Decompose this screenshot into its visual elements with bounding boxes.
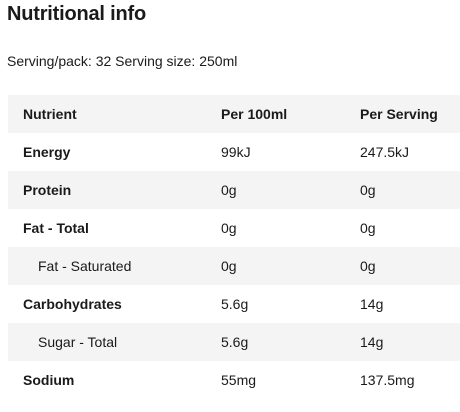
nutrient-name: Carbohydrates	[23, 296, 122, 312]
nutrient-name: Sugar - Total	[38, 334, 118, 350]
per-100ml-value: 0g	[221, 220, 237, 236]
nutrient-name: Fat - Total	[23, 220, 89, 236]
per-100ml-value: 5.6g	[221, 334, 249, 350]
per-100ml-value: 0g	[221, 182, 237, 198]
nutrient-name: Protein	[23, 182, 72, 198]
table-row: Fat - Total 0g 0g	[8, 209, 460, 247]
table-row: Carbohydrates 5.6g 14g	[8, 285, 460, 323]
per-serving-value: 0g	[360, 258, 376, 274]
table-row: Sodium 55mg 137.5mg	[8, 361, 460, 399]
per-100ml-value: 55mg	[221, 372, 257, 388]
per-serving-value: 14g	[360, 334, 384, 350]
header-per-serving: Per Serving	[360, 106, 438, 122]
table-row: Protein 0g 0g	[8, 171, 460, 209]
per-serving-value: 247.5kJ	[360, 144, 410, 160]
per-serving-value: 14g	[360, 296, 384, 312]
nutrient-name: Energy	[23, 144, 71, 160]
per-100ml-value: 5.6g	[221, 296, 249, 312]
per-serving-value: 0g	[360, 182, 376, 198]
table-header-row: Nutrient Per 100ml Per Serving	[8, 95, 460, 133]
per-serving-value: 137.5mg	[360, 372, 415, 388]
serving-info: Serving/pack: 32 Serving size: 250ml	[7, 53, 238, 69]
nutrient-name: Fat - Saturated	[38, 258, 132, 274]
header-per-100ml: Per 100ml	[221, 106, 288, 122]
nutrient-name: Sodium	[23, 372, 75, 388]
table-row: Energy 99kJ 247.5kJ	[8, 133, 460, 171]
table-row: Sugar - Total 5.6g 14g	[8, 323, 460, 361]
per-100ml-value: 99kJ	[221, 144, 251, 160]
per-100ml-value: 0g	[221, 258, 237, 274]
header-nutrient: Nutrient	[23, 106, 77, 122]
per-serving-value: 0g	[360, 220, 376, 236]
table-row: Fat - Saturated 0g 0g	[8, 247, 460, 285]
page-title: Nutritional info	[7, 3, 146, 25]
nutrition-table: Nutrient Per 100ml Per Serving Energy 99…	[8, 95, 460, 399]
